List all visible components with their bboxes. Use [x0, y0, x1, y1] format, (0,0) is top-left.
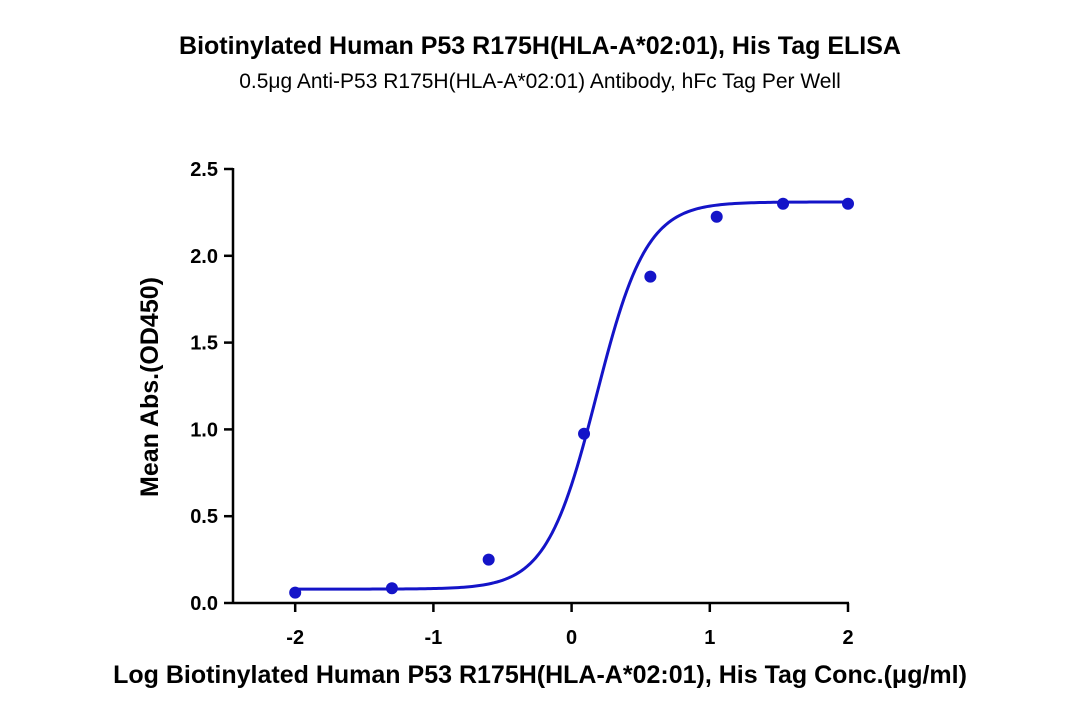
data-point — [644, 270, 657, 283]
y-tick-label: 0.0 — [190, 593, 218, 615]
fit-curve — [295, 200, 848, 591]
axes: 0.0 0.5 1.0 1.5 2.0 2.5 -2 -1 0 1 2 — [190, 159, 853, 649]
data-point — [578, 427, 591, 440]
chart-title: Biotinylated Human P53 R175H(HLA-A*02:01… — [179, 32, 901, 60]
x-axis-label: Log Biotinylated Human P53 R175H(HLA-A*0… — [113, 661, 967, 689]
x-tick-label: -1 — [424, 627, 442, 649]
fit-curve-group — [295, 200, 848, 591]
x-tick-label: 0 — [566, 627, 577, 649]
data-point — [842, 197, 854, 210]
data-point — [289, 586, 302, 599]
y-tick-label: 0.5 — [190, 506, 218, 528]
x-tick-label: 2 — [842, 627, 853, 649]
y-tick-label: 2.5 — [190, 159, 218, 181]
y-tick-label: 2.0 — [190, 246, 218, 268]
data-point — [710, 210, 723, 223]
data-point — [385, 582, 398, 595]
chart-subtitle: 0.5μg Anti-P53 R175H(HLA-A*02:01) Antibo… — [239, 70, 841, 93]
data-point — [482, 553, 495, 566]
y-axis-label: Mean Abs.(OD450) — [136, 277, 164, 497]
data-point — [777, 197, 790, 210]
y-tick-label: 1.0 — [190, 419, 218, 441]
x-tick-label: 1 — [704, 627, 715, 649]
x-tick-label: -2 — [286, 627, 304, 649]
data-points — [289, 197, 854, 599]
y-tick-label: 1.5 — [190, 333, 218, 355]
